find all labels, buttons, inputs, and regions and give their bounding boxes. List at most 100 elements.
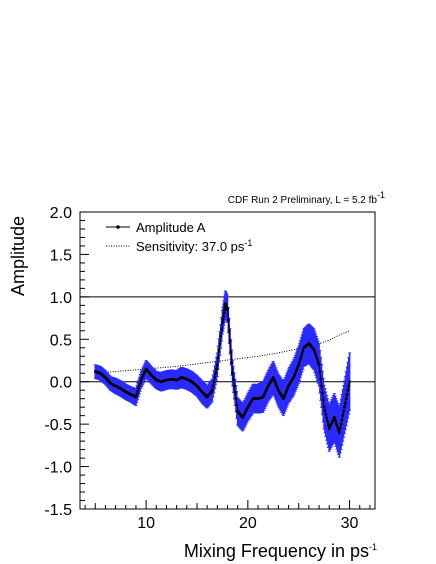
data-point: [286, 386, 290, 390]
data-point: [134, 395, 138, 399]
x-axis-ticks: 10 20 30: [84, 500, 371, 532]
data-point: [314, 353, 318, 356]
y-tick-label: 1.5: [50, 247, 72, 264]
data-point: [296, 365, 300, 369]
data-point: [222, 311, 226, 315]
data-point: [340, 418, 344, 422]
data-point: [229, 350, 233, 354]
data-point: [313, 350, 317, 354]
data-point: [217, 349, 221, 352]
data-point: [293, 371, 297, 375]
data-point: [223, 308, 226, 312]
data-point: [214, 371, 218, 375]
data-point: [326, 423, 330, 427]
data-point: [234, 397, 238, 401]
data-point: [317, 363, 321, 367]
data-point: [136, 389, 140, 393]
data-point: [216, 356, 220, 360]
data-point: [298, 360, 301, 364]
y-tick-label: -1.5: [44, 502, 72, 519]
data-point: [294, 369, 298, 373]
data-point: [273, 380, 277, 384]
data-point: [316, 360, 320, 364]
data-point: [271, 376, 275, 379]
data-point: [274, 382, 278, 386]
data-point: [282, 397, 285, 401]
data-point: [299, 357, 302, 361]
data-point: [301, 349, 305, 352]
data-point: [320, 384, 323, 388]
data-point: [343, 401, 347, 405]
x-tick-label: 20: [239, 515, 257, 532]
y-tick-label: -0.5: [44, 417, 72, 434]
data-point: [338, 426, 342, 430]
data-point: [235, 403, 239, 407]
data-point: [275, 384, 279, 388]
data-point: [284, 390, 288, 394]
data-point: [322, 405, 326, 409]
data-point: [321, 391, 324, 395]
chart-header: CDF Run 2 Preliminary, L = 5.2 fb-1: [228, 190, 385, 206]
legend-amplitude-label: Amplitude A: [136, 220, 206, 235]
data-point: [232, 384, 236, 388]
data-point: [343, 405, 346, 409]
data-point: [344, 397, 348, 401]
data-point: [297, 363, 301, 367]
y-tick-label: 0.5: [50, 332, 72, 349]
legend-sensitivity-label: Sensitivity: 37.0 ps-1: [136, 238, 252, 254]
data-point: [211, 384, 215, 388]
data-point: [138, 381, 142, 385]
data-point: [226, 308, 229, 311]
data-point: [348, 380, 351, 384]
data-point: [315, 358, 319, 362]
data-point: [337, 431, 341, 435]
data-point: [231, 371, 234, 375]
y-axis-ticks: -1.5 -1.0 -0.5 0.0 0.5 1.0 1.5 2.0: [44, 205, 89, 519]
data-point: [282, 395, 286, 398]
data-point: [318, 370, 322, 374]
data-point: [346, 388, 350, 392]
x-tick-label: 30: [341, 515, 359, 532]
data-point: [226, 318, 230, 322]
y-tick-label: 0.0: [50, 375, 72, 392]
data-point: [335, 423, 339, 427]
data-point: [345, 393, 349, 396]
legend: Amplitude A Sensitivity: 37.0 ps-1: [106, 220, 252, 254]
data-point: [215, 367, 218, 371]
data-point: [323, 409, 327, 413]
data-point: [135, 392, 139, 396]
data-point: [293, 373, 296, 377]
data-point: [210, 388, 214, 392]
data-point: [337, 428, 340, 432]
data-point: [233, 390, 237, 394]
data-point: [220, 327, 223, 331]
data-point: [336, 426, 340, 429]
data-point: [230, 361, 234, 365]
data-point: [221, 320, 224, 324]
data-point: [312, 348, 316, 351]
y-axis-title: Amplitude: [8, 216, 28, 296]
legend-amplitude-marker: [116, 225, 120, 229]
data-point: [137, 384, 141, 388]
data-point: [300, 352, 304, 355]
data-point: [222, 314, 225, 318]
data-point: [333, 418, 337, 422]
data-point: [227, 329, 231, 333]
data-point: [321, 398, 325, 402]
data-point: [324, 412, 328, 416]
data-point: [319, 377, 323, 381]
data-point: [347, 384, 351, 388]
data-point: [334, 421, 338, 424]
data-point: [212, 380, 216, 384]
y-tick-label: -1.0: [44, 460, 72, 477]
data-point: [219, 335, 223, 338]
data-point: [325, 416, 329, 420]
data-point: [326, 419, 329, 423]
data-point: [137, 387, 140, 390]
y-tick-label: 2.0: [50, 205, 72, 222]
data-point: [299, 354, 303, 358]
data-point: [341, 414, 345, 418]
data-point: [232, 378, 235, 381]
x-axis-title: Mixing Frequency in ps-1: [184, 541, 377, 561]
